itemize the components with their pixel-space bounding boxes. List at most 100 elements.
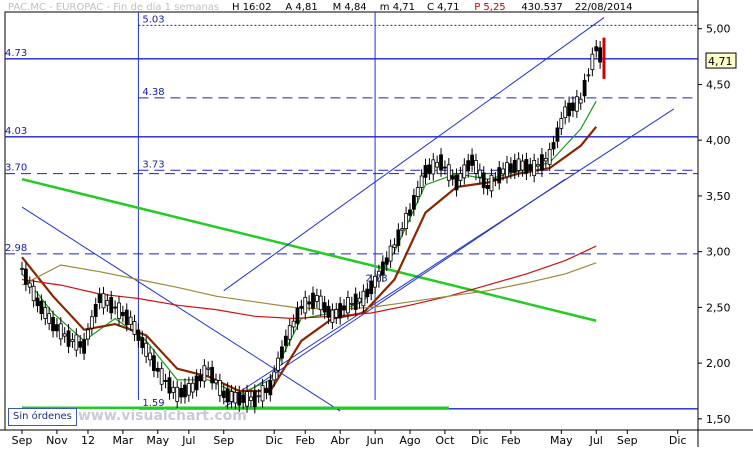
candle-body xyxy=(470,154,474,166)
candle-body xyxy=(74,334,79,351)
candle-body xyxy=(132,321,137,335)
candle-body xyxy=(101,293,106,309)
candle-body xyxy=(256,395,261,398)
candle-body xyxy=(508,163,513,173)
candle-body xyxy=(543,158,548,162)
candle-body xyxy=(330,309,335,323)
last-price-label: 4,71 xyxy=(708,55,733,68)
candle-body xyxy=(547,149,552,165)
y-tick-label-3: 3,50 xyxy=(706,190,731,203)
candle-body xyxy=(144,342,149,357)
candle-body xyxy=(501,168,506,175)
candle-body xyxy=(35,297,40,307)
candle-body xyxy=(124,309,129,326)
candle-body xyxy=(419,175,424,188)
candle-body xyxy=(280,346,284,359)
candle-body xyxy=(113,306,118,309)
candle-body xyxy=(241,394,246,403)
candle-body xyxy=(369,280,374,295)
candle-body xyxy=(47,313,52,324)
candle-body xyxy=(454,174,459,191)
header-field-4: C 4,71 xyxy=(427,2,459,13)
candle-body xyxy=(423,165,428,178)
x-tick-label-9: Abr xyxy=(331,434,351,447)
candle-body xyxy=(276,357,280,371)
orders-badge[interactable]: Sin órdenes xyxy=(8,408,77,426)
candle-body xyxy=(474,160,478,174)
candle-body xyxy=(462,164,467,179)
candle-body xyxy=(120,311,125,317)
trend-line-0 xyxy=(21,177,597,322)
candle-body xyxy=(283,335,288,346)
candle-body xyxy=(78,341,83,348)
candle-body xyxy=(163,380,168,382)
header-field-1: A 4,81 xyxy=(285,2,317,13)
candle-body xyxy=(446,164,451,181)
candle-body xyxy=(307,301,312,305)
candle-body xyxy=(551,142,556,150)
moving-average-2 xyxy=(21,245,597,320)
level-label-6: 1.59 xyxy=(142,398,164,409)
candle-body xyxy=(489,174,494,192)
candle-body xyxy=(571,102,575,111)
candle-body xyxy=(109,297,114,314)
candle-body xyxy=(346,297,350,314)
candle-body xyxy=(396,229,401,246)
candle-body xyxy=(342,305,346,311)
candle-body xyxy=(229,391,234,402)
candle-body xyxy=(291,320,296,328)
candle-body xyxy=(198,375,203,382)
candle-body xyxy=(485,185,490,189)
candle-body xyxy=(582,79,587,97)
x-tick-label-13: Dic xyxy=(471,434,489,447)
x-tick-label-8: Feb xyxy=(295,434,314,447)
annotation-0: 2,73 xyxy=(365,274,387,285)
candle-body xyxy=(117,302,121,319)
candle-body xyxy=(62,333,67,337)
x-tick-label-6: Sep xyxy=(213,434,234,447)
candle-body xyxy=(404,212,409,230)
candle-body xyxy=(303,296,308,314)
x-tick-label-2: 12 xyxy=(81,434,95,447)
x-tick-label-7: Dic xyxy=(265,434,283,447)
candle-body xyxy=(264,387,269,394)
x-tick-label-5: Jul xyxy=(181,434,195,447)
candle-body xyxy=(295,307,300,324)
candle-body xyxy=(427,164,432,174)
header-ticker: PAC.MC - EUROPAC - Fin de día 1 semanas xyxy=(8,1,219,13)
candle-body xyxy=(563,106,568,119)
candle-body xyxy=(159,368,164,385)
candle-body xyxy=(497,167,502,184)
candle-body xyxy=(326,305,331,318)
header-field-2: M 4,84 xyxy=(333,2,367,13)
candle-body xyxy=(512,160,517,173)
candle-body xyxy=(183,384,187,398)
watermark: www.visualchart.com xyxy=(78,408,247,424)
x-tick-label-14: Feb xyxy=(501,434,520,447)
x-tick-label-11: Ago xyxy=(399,434,421,447)
candle-body xyxy=(27,282,32,288)
candle-body xyxy=(186,383,191,396)
header-field-0: H 16:02 xyxy=(232,2,272,13)
moving-average-1 xyxy=(21,126,598,393)
candle-body xyxy=(314,295,319,302)
candle-body xyxy=(415,187,420,197)
candle-body xyxy=(598,47,603,63)
candle-body xyxy=(217,380,222,396)
candle-body xyxy=(66,330,71,347)
candle-body xyxy=(361,290,366,307)
candle-body xyxy=(31,285,36,302)
candle-body xyxy=(439,154,443,171)
candle-body xyxy=(148,352,152,361)
candle-body xyxy=(481,172,486,189)
candle-body xyxy=(237,392,242,406)
candle-body xyxy=(190,382,195,393)
candle-body xyxy=(175,386,180,402)
candle-body xyxy=(349,302,354,305)
candle-body xyxy=(334,309,339,318)
trend-line-3 xyxy=(223,108,675,403)
y-tick-label-0: 5,00 xyxy=(706,23,731,36)
candle-body xyxy=(136,329,141,341)
